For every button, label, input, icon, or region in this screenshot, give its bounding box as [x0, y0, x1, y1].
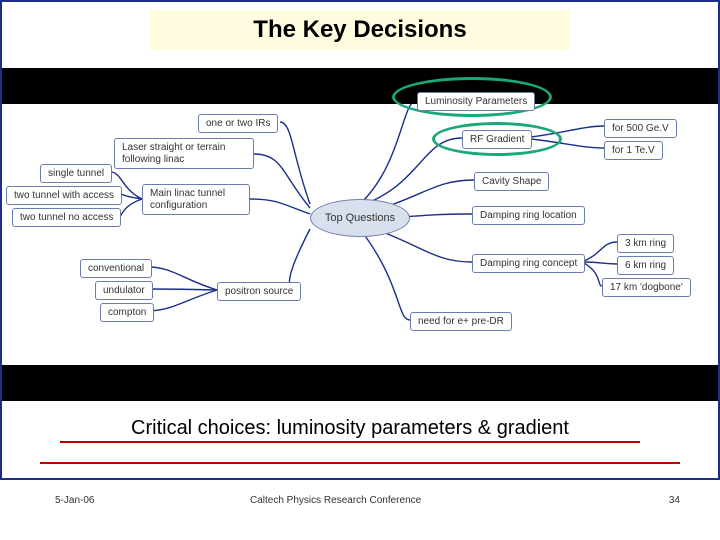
title-box: The Key Decisions	[150, 10, 570, 50]
node-dr-concept: Damping ring concept	[472, 254, 585, 273]
node-tunnel-single: single tunnel	[40, 164, 112, 183]
node-luminosity: Luminosity Parameters	[417, 92, 535, 111]
node-pos-conventional: conventional	[80, 259, 152, 278]
node-irs: one or two IRs	[198, 114, 278, 133]
node-dr-location: Damping ring location	[472, 206, 585, 225]
footer-center: Caltech Physics Research Conference	[250, 495, 421, 506]
footer-page-number: 34	[669, 495, 680, 506]
node-rf-500: for 500 Ge.V	[604, 119, 677, 138]
page-title: The Key Decisions	[253, 16, 466, 44]
node-laser: Laser straight or terrain following lina…	[114, 138, 254, 169]
footer-rule	[40, 462, 680, 464]
center-node: Top Questions	[310, 199, 410, 237]
node-rf-gradient: RF Gradient	[462, 130, 532, 149]
subtitle-box: Critical choices: luminosity parameters …	[60, 415, 640, 445]
node-rf-1t: for 1 Te.V	[604, 141, 663, 160]
node-cavity: Cavity Shape	[474, 172, 549, 191]
node-dr-17km: 17 km 'dogbone'	[602, 278, 691, 297]
node-positron: positron source	[217, 282, 301, 301]
node-dr-3km: 3 km ring	[617, 234, 674, 253]
node-predr: need for e+ pre-DR	[410, 312, 512, 331]
node-tunnel-two-access: two tunnel with access	[6, 186, 122, 205]
black-band-top	[2, 68, 718, 104]
node-dr-6km: 6 km ring	[617, 256, 674, 275]
subtitle-text: Critical choices: luminosity parameters …	[60, 417, 640, 443]
black-band-bottom	[2, 365, 718, 401]
footer-date: 5-Jan-06	[55, 495, 94, 506]
node-pos-undulator: undulator	[95, 281, 153, 300]
node-pos-compton: compton	[100, 303, 154, 322]
mindmap-diagram: Top Questions Luminosity Parameters RF G…	[2, 104, 718, 365]
node-tunnel: Main linac tunnel configuration	[142, 184, 250, 215]
node-tunnel-two-noaccess: two tunnel no access	[12, 208, 121, 227]
